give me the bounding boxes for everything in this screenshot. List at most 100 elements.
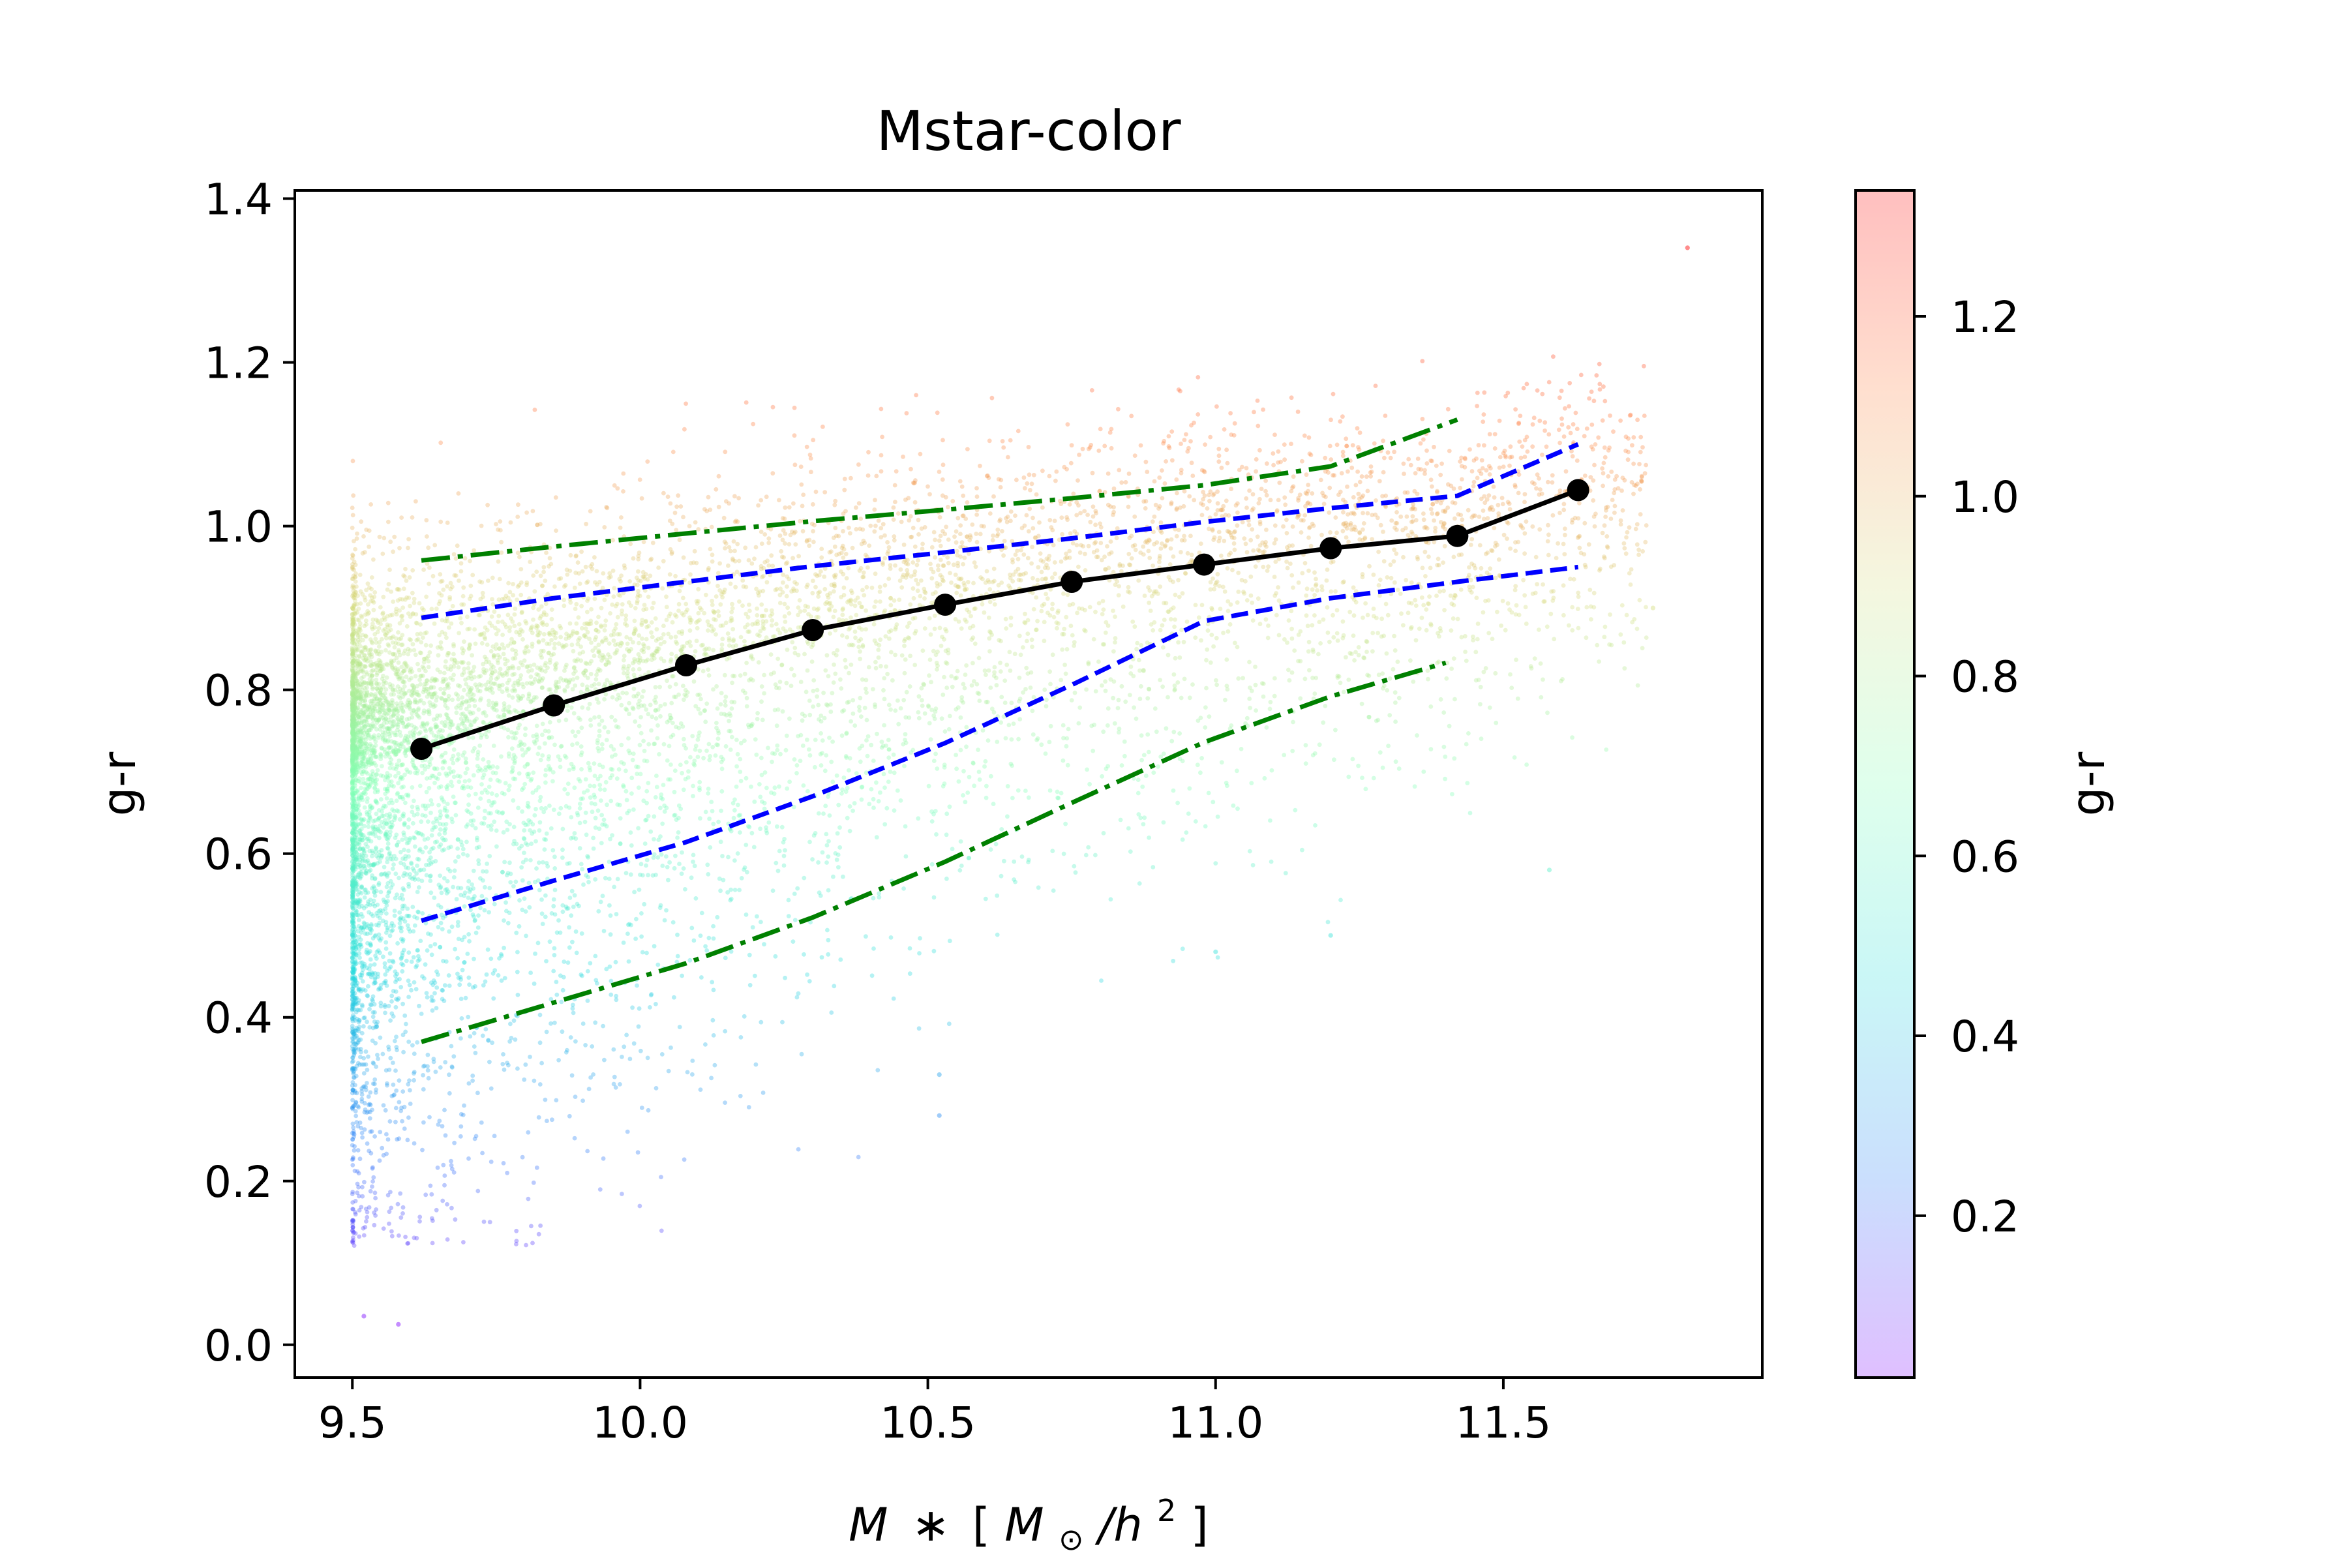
- scatter-point: [824, 653, 830, 658]
- scatter-point: [1061, 851, 1066, 856]
- scatter-point: [840, 543, 845, 549]
- scatter-point: [1137, 881, 1142, 886]
- scatter-point: [399, 1215, 404, 1220]
- scatter-point: [350, 880, 355, 884]
- scatter-point: [458, 616, 463, 621]
- scatter-point: [354, 751, 359, 756]
- scatter-point: [1158, 754, 1164, 759]
- scatter-point: [789, 684, 794, 688]
- scatter-point: [1229, 487, 1233, 492]
- scatter-point: [1505, 500, 1511, 505]
- scatter-point: [887, 636, 892, 641]
- scatter-point: [362, 887, 367, 892]
- scatter-point: [998, 669, 1003, 674]
- scatter-point: [468, 558, 472, 564]
- scatter-point: [395, 674, 400, 680]
- scatter-point: [460, 753, 465, 758]
- scatter-point: [1522, 500, 1527, 505]
- scatter-point: [410, 590, 415, 596]
- scatter-point: [1185, 550, 1190, 556]
- scatter-point: [1621, 640, 1627, 645]
- scatter-point: [911, 616, 916, 621]
- scatter-point: [697, 618, 702, 622]
- scatter-point: [351, 1088, 355, 1093]
- scatter-point: [593, 825, 598, 830]
- scatter-point: [399, 515, 404, 520]
- scatter-point: [687, 957, 693, 963]
- scatter-point: [393, 1004, 399, 1010]
- scatter-point: [731, 815, 736, 821]
- scatter-point: [505, 1170, 509, 1175]
- scatter-point: [1249, 781, 1254, 785]
- scatter-point: [827, 735, 832, 740]
- scatter-point: [476, 913, 481, 918]
- scatter-point: [584, 687, 590, 692]
- scatter-point: [385, 926, 390, 931]
- scatter-point: [629, 791, 634, 796]
- scatter-point: [1000, 439, 1005, 444]
- scatter-point: [1272, 541, 1277, 546]
- scatter-point: [1304, 593, 1309, 598]
- scatter-point: [1057, 498, 1062, 504]
- scatter-point: [433, 858, 438, 864]
- scatter-point: [1123, 699, 1128, 704]
- scatter-point: [1332, 757, 1336, 762]
- scatter-point: [1252, 410, 1256, 415]
- scatter-point: [376, 1056, 380, 1061]
- scatter-point: [780, 1019, 785, 1025]
- scatter-point: [395, 941, 400, 946]
- scatter-point: [908, 654, 912, 659]
- scatter-point: [1493, 575, 1498, 580]
- scatter-point: [987, 599, 993, 605]
- scatter-point: [615, 614, 620, 620]
- scatter-point: [944, 686, 950, 690]
- scatter-point: [1119, 763, 1124, 768]
- scatter-point: [354, 806, 359, 811]
- scatter-point: [1276, 460, 1280, 465]
- scatter-point: [1591, 498, 1596, 503]
- scatter-point: [1350, 757, 1355, 762]
- scatter-point: [466, 793, 472, 798]
- scatter-point: [350, 701, 355, 706]
- scatter-point: [811, 438, 816, 443]
- scatter-point: [1505, 390, 1511, 395]
- scatter-point: [1410, 506, 1415, 511]
- scatter-point: [1011, 572, 1016, 577]
- scatter-point: [711, 821, 716, 826]
- scatter-point: [443, 1060, 448, 1064]
- scatter-point: [1161, 820, 1166, 825]
- scatter-point: [965, 607, 969, 612]
- scatter-point: [1451, 554, 1456, 560]
- scatter-point: [1189, 460, 1194, 466]
- scatter-point: [1478, 702, 1483, 707]
- scatter-point: [459, 561, 464, 566]
- scatter-point: [792, 918, 798, 922]
- scatter-point: [883, 634, 888, 639]
- scatter-point: [1603, 455, 1608, 460]
- scatter-point: [933, 555, 937, 560]
- scatter-point: [407, 677, 412, 682]
- scatter-point: [486, 579, 490, 583]
- scatter-point: [650, 635, 655, 639]
- scatter-point: [415, 856, 420, 862]
- scatter-point: [350, 633, 355, 638]
- scatter-point: [384, 946, 389, 951]
- scatter-point: [909, 534, 914, 539]
- scatter-point: [367, 927, 372, 931]
- scatter-point: [353, 547, 357, 552]
- scatter-point: [719, 755, 724, 760]
- scatter-point: [592, 774, 597, 778]
- scatter-point: [351, 1071, 356, 1076]
- scatter-point: [508, 520, 513, 525]
- scatter-point: [604, 824, 609, 829]
- scatter-point: [544, 550, 549, 555]
- scatter-point: [804, 689, 809, 695]
- scatter-point: [758, 629, 763, 633]
- scatter-point: [736, 802, 740, 807]
- scatter-point: [569, 913, 574, 918]
- scatter-point: [512, 612, 517, 617]
- scatter-point: [585, 998, 590, 1003]
- scatter-point: [384, 923, 389, 927]
- scatter-point: [538, 652, 543, 657]
- scatter-point: [443, 703, 448, 708]
